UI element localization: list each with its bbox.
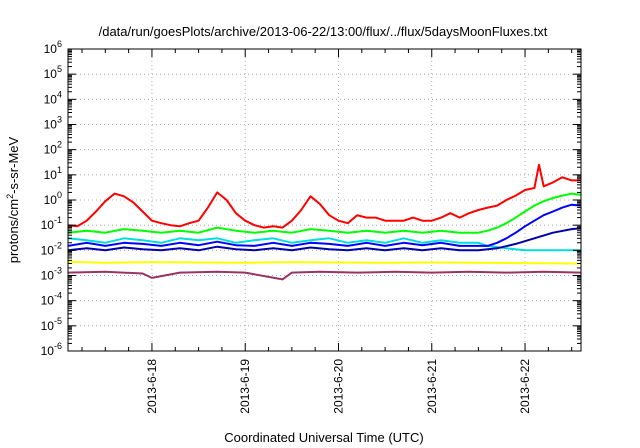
y-axis: 10-610-510-410-310-210-11001011021031041… <box>41 39 581 358</box>
x-tick-label: 2013-6-21 <box>425 359 439 414</box>
y-tick-label-exp: 2 <box>57 140 62 150</box>
y-tick-label-base: 10 <box>44 118 58 132</box>
y-tick-label-base: 10 <box>44 168 58 182</box>
y-axis-label-sup: 2 <box>5 194 15 199</box>
x-tick-label: 2013-6-18 <box>145 359 159 414</box>
y-tick-label-base: 10 <box>44 42 58 56</box>
x-tick-label: 2013-6-20 <box>331 359 345 414</box>
y-axis-label: protons/cm2-s-sr-MeV <box>5 136 21 263</box>
y-tick-label-base: 10 <box>44 143 58 157</box>
grid <box>68 49 581 351</box>
y-tick-label-exp: 6 <box>57 39 62 49</box>
y-tick-label-exp: 0 <box>57 190 62 200</box>
y-tick-label: 106 <box>44 39 62 56</box>
y-tick-label-exp: -3 <box>54 266 62 276</box>
y-tick-label: 10-5 <box>41 316 62 333</box>
y-tick-label-exp: -2 <box>54 240 62 250</box>
y-tick-label: 10-4 <box>41 291 62 308</box>
y-tick-label-exp: -4 <box>54 291 62 301</box>
y-tick-label: 102 <box>44 140 62 157</box>
x-axis: 2013-6-18 2013-6-19 2013-6-20 2013-6-21 2013… <box>81 49 573 414</box>
y-tick-label-base: 10 <box>41 344 55 358</box>
y-tick-label: 10-6 <box>41 341 62 358</box>
y-tick-label-base: 10 <box>44 67 58 81</box>
series-line-1 <box>67 163 581 229</box>
y-tick-label-base: 10 <box>44 92 58 106</box>
y-tick-label: 10-3 <box>41 266 62 283</box>
x-tick-label: 2013-6-22 <box>518 359 532 414</box>
x-axis-label: Coordinated Universal Time (UTC) <box>224 430 423 445</box>
y-tick-label-exp: -6 <box>54 341 62 351</box>
x-tick-label: 2013-6-19 <box>238 359 252 414</box>
series-group <box>67 163 582 281</box>
y-tick-label-base: 10 <box>41 218 55 232</box>
series-line-5 <box>67 227 582 252</box>
y-tick-label-exp: 1 <box>57 165 62 175</box>
y-tick-label-exp: -5 <box>54 316 62 326</box>
y-tick-label: 103 <box>44 115 62 132</box>
y-tick-label-base: 10 <box>41 243 55 257</box>
series-line-3 <box>67 237 581 252</box>
y-tick-label: 10-1 <box>41 215 62 232</box>
y-tick-label: 100 <box>44 190 62 207</box>
y-tick-label: 101 <box>44 165 62 182</box>
y-axis-label-base: protons/cm <box>6 199 21 263</box>
chart-title: /data/run/goesPlots/archive/2013-06-22/1… <box>99 24 548 39</box>
y-tick-label: 10-2 <box>41 240 62 257</box>
y-tick-label-exp: 3 <box>57 115 62 125</box>
y-tick-label-base: 10 <box>41 319 55 333</box>
series-line-4 <box>67 203 582 247</box>
y-tick-label: 105 <box>44 64 62 81</box>
series-line-2 <box>67 192 582 234</box>
series-line-6 <box>67 260 581 265</box>
y-axis-label-rest: -s-sr-MeV <box>6 136 21 193</box>
y-tick-label: 104 <box>44 89 62 106</box>
y-tick-label-exp: -1 <box>54 215 62 225</box>
series-line-7 <box>67 270 582 281</box>
y-tick-label-base: 10 <box>41 269 55 283</box>
y-tick-label-exp: 4 <box>57 89 62 99</box>
y-tick-label-exp: 5 <box>57 64 62 74</box>
y-tick-label-base: 10 <box>41 294 55 308</box>
y-tick-label-base: 10 <box>44 193 58 207</box>
